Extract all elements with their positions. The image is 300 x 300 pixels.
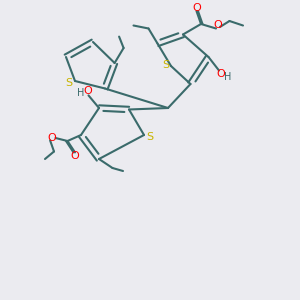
Text: S: S (65, 78, 73, 88)
Text: S: S (162, 59, 169, 70)
Text: H: H (224, 72, 232, 82)
Text: O: O (216, 69, 225, 79)
Text: O: O (192, 2, 201, 13)
Text: O: O (47, 133, 56, 143)
Text: O: O (213, 20, 222, 30)
Text: O: O (70, 151, 79, 161)
Text: H: H (77, 88, 85, 98)
Text: S: S (146, 131, 153, 142)
Text: O: O (83, 86, 92, 97)
